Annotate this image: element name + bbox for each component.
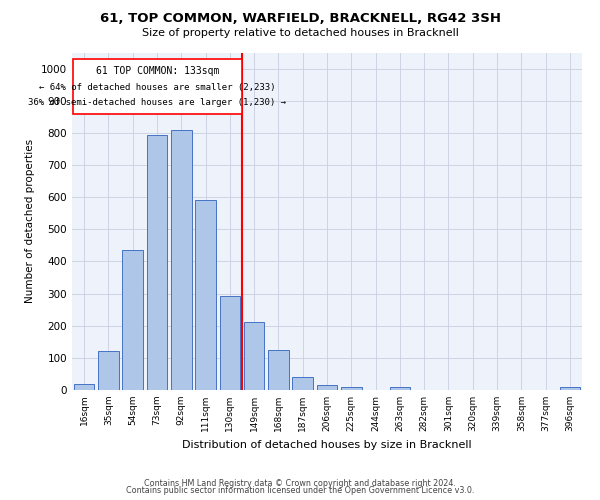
FancyBboxPatch shape [73, 59, 242, 114]
Bar [560, 388, 580, 390]
Bar [220, 296, 240, 390]
Bar [122, 250, 143, 390]
Text: Size of property relative to detached houses in Bracknell: Size of property relative to detached ho… [142, 28, 458, 38]
Bar [317, 385, 337, 390]
Bar [341, 387, 362, 390]
Text: Contains public sector information licensed under the Open Government Licence v3: Contains public sector information licen… [126, 486, 474, 495]
Bar [146, 135, 167, 390]
X-axis label: Distribution of detached houses by size in Bracknell: Distribution of detached houses by size … [182, 440, 472, 450]
Bar [74, 384, 94, 390]
Text: Contains HM Land Registry data © Crown copyright and database right 2024.: Contains HM Land Registry data © Crown c… [144, 478, 456, 488]
Y-axis label: Number of detached properties: Number of detached properties [25, 139, 35, 304]
Bar [244, 322, 265, 390]
Bar [195, 200, 216, 390]
Bar [171, 130, 191, 390]
Bar [268, 350, 289, 390]
Text: 36% of semi-detached houses are larger (1,230) →: 36% of semi-detached houses are larger (… [28, 98, 286, 107]
Bar [98, 351, 119, 390]
Bar [389, 388, 410, 390]
Bar [292, 377, 313, 390]
Text: 61 TOP COMMON: 133sqm: 61 TOP COMMON: 133sqm [95, 66, 219, 76]
Text: 61, TOP COMMON, WARFIELD, BRACKNELL, RG42 3SH: 61, TOP COMMON, WARFIELD, BRACKNELL, RG4… [100, 12, 500, 26]
Text: ← 64% of detached houses are smaller (2,233): ← 64% of detached houses are smaller (2,… [39, 83, 275, 92]
